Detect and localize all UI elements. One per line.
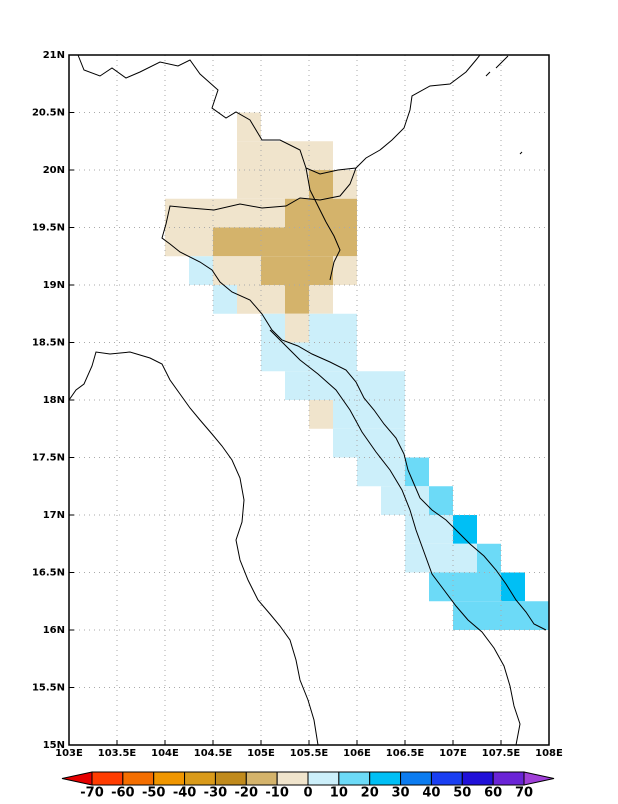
colorbar-box (276, 771, 309, 786)
y-tick-label: 18.5N (32, 338, 65, 349)
grid-cell (501, 572, 525, 602)
colorbar-box (400, 771, 432, 786)
grid-cell (189, 256, 213, 285)
colorbar-box (122, 771, 155, 786)
x-tick-label: 107.5E (482, 748, 521, 759)
grid-cell (213, 256, 261, 285)
colorbar-box (492, 771, 525, 786)
colorbar-box (153, 771, 186, 786)
colorbar-label: 0 (303, 786, 312, 801)
y-tick-label: 16N (43, 625, 65, 636)
y-tick-label: 17.5N (32, 453, 65, 464)
x-tick-label: 106E (343, 748, 371, 759)
grid-cell (261, 256, 333, 285)
colorbar-label: 40 (422, 786, 440, 801)
x-tick-label: 105E (247, 748, 275, 759)
y-tick-label: 18N (43, 395, 65, 406)
grid-cell (405, 543, 477, 573)
x-tick-label: 103.5E (98, 748, 137, 759)
colorbar-label: -10 (265, 786, 289, 801)
grid-cell (309, 400, 333, 429)
grid-cell (165, 198, 285, 228)
grid-cell (429, 572, 501, 602)
grid-cell (333, 428, 405, 458)
y-tick-label: 21N (43, 50, 65, 61)
x-tick-label: 105.5E (290, 748, 329, 759)
y-tick-label: 20N (43, 165, 65, 176)
grid-cell (237, 141, 333, 170)
x-tick-label: 108E (535, 748, 563, 759)
coastlines-borders (68, 54, 547, 746)
colorbar-label: 20 (361, 786, 379, 801)
grid-cell (213, 285, 237, 314)
y-tick-label: 19.5N (32, 223, 65, 234)
colorbar-label: -70 (80, 786, 104, 801)
x-tick-label: 106.5E (386, 748, 425, 759)
y-tick-label: 17N (43, 510, 65, 521)
colorbar-box (245, 771, 278, 786)
grid-cell (333, 256, 357, 285)
x-tick-label: 104.5E (194, 748, 233, 759)
grid-cell (237, 112, 261, 142)
colorbar-label: -40 (173, 786, 197, 801)
colorbar-arrow (61, 771, 93, 786)
colorbar-arrow (523, 771, 555, 786)
colorbar-box (369, 771, 402, 786)
grid-cell (333, 400, 405, 429)
grid-cell (285, 285, 309, 314)
grid-cell (357, 457, 405, 487)
grid-cell (237, 170, 309, 199)
colorbar-label: 50 (453, 786, 471, 801)
colorbar-label: -50 (142, 786, 166, 801)
grid-cell (285, 313, 309, 343)
x-tick-label: 103E (55, 748, 83, 759)
colorbar-label: -60 (111, 786, 135, 801)
colorbar-box (214, 771, 247, 786)
colorbar-label: -30 (204, 786, 228, 801)
colorbar-label: -20 (235, 786, 259, 801)
colorbar-box (307, 771, 340, 786)
grid-cell (165, 227, 213, 257)
y-tick-label: 15N (43, 740, 65, 751)
grid-cell (309, 313, 357, 343)
y-tick-label: 19N (43, 280, 65, 291)
colorbar-box (461, 771, 494, 786)
grid-cell (285, 371, 405, 400)
grid-cell (309, 285, 333, 314)
x-tick-label: 104E (151, 748, 179, 759)
grid-cell (285, 198, 357, 228)
colorbar-box (430, 771, 463, 786)
colorbar-label: 30 (392, 786, 410, 801)
y-tick-label: 20.5N (32, 108, 65, 119)
colorbar-box (91, 771, 124, 786)
grid-cell (213, 227, 357, 257)
grid-cell (309, 170, 333, 199)
y-tick-label: 16.5N (32, 568, 65, 579)
colorbar-label: 10 (330, 786, 348, 801)
grid-cell (237, 285, 285, 314)
grid-cell (477, 543, 501, 573)
colorbar-label: 60 (484, 786, 502, 801)
colorbar-label: 70 (515, 786, 533, 801)
colorbar-box (184, 771, 216, 786)
colorbar-box (338, 771, 371, 786)
x-tick-label: 107E (439, 748, 467, 759)
y-tick-label: 15.5N (32, 683, 65, 694)
